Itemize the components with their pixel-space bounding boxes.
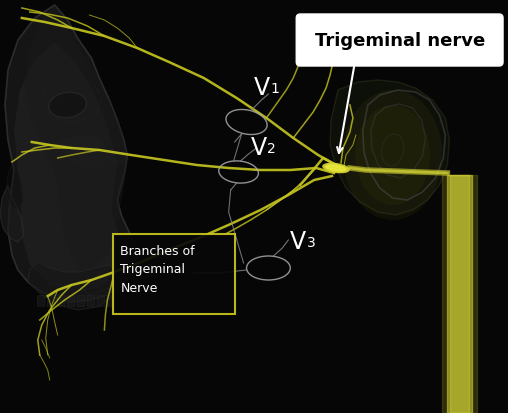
Ellipse shape	[322, 163, 350, 173]
Polygon shape	[28, 262, 121, 310]
Text: V: V	[250, 136, 267, 160]
Text: Trigeminal nerve: Trigeminal nerve	[314, 32, 485, 50]
Polygon shape	[14, 42, 121, 292]
Polygon shape	[6, 160, 24, 210]
Ellipse shape	[356, 105, 430, 205]
Polygon shape	[25, 5, 127, 272]
Polygon shape	[5, 5, 137, 302]
Text: V: V	[290, 230, 306, 254]
FancyBboxPatch shape	[77, 296, 85, 306]
FancyBboxPatch shape	[87, 296, 94, 306]
Polygon shape	[330, 80, 450, 215]
Ellipse shape	[55, 136, 104, 154]
Text: 2: 2	[267, 142, 276, 156]
Polygon shape	[0, 185, 24, 242]
FancyBboxPatch shape	[296, 14, 503, 66]
Ellipse shape	[49, 93, 86, 118]
Ellipse shape	[70, 153, 129, 167]
Text: V: V	[253, 76, 270, 100]
Text: 3: 3	[307, 236, 316, 250]
Ellipse shape	[343, 90, 442, 220]
Text: 1: 1	[270, 82, 279, 96]
FancyBboxPatch shape	[97, 296, 105, 306]
FancyBboxPatch shape	[38, 296, 45, 306]
FancyBboxPatch shape	[57, 296, 65, 306]
FancyBboxPatch shape	[67, 296, 75, 306]
FancyBboxPatch shape	[107, 296, 115, 306]
FancyBboxPatch shape	[47, 296, 55, 306]
Ellipse shape	[325, 164, 347, 172]
Text: Branches of
Trigeminal
Nerve: Branches of Trigeminal Nerve	[120, 245, 195, 295]
FancyBboxPatch shape	[113, 234, 235, 314]
